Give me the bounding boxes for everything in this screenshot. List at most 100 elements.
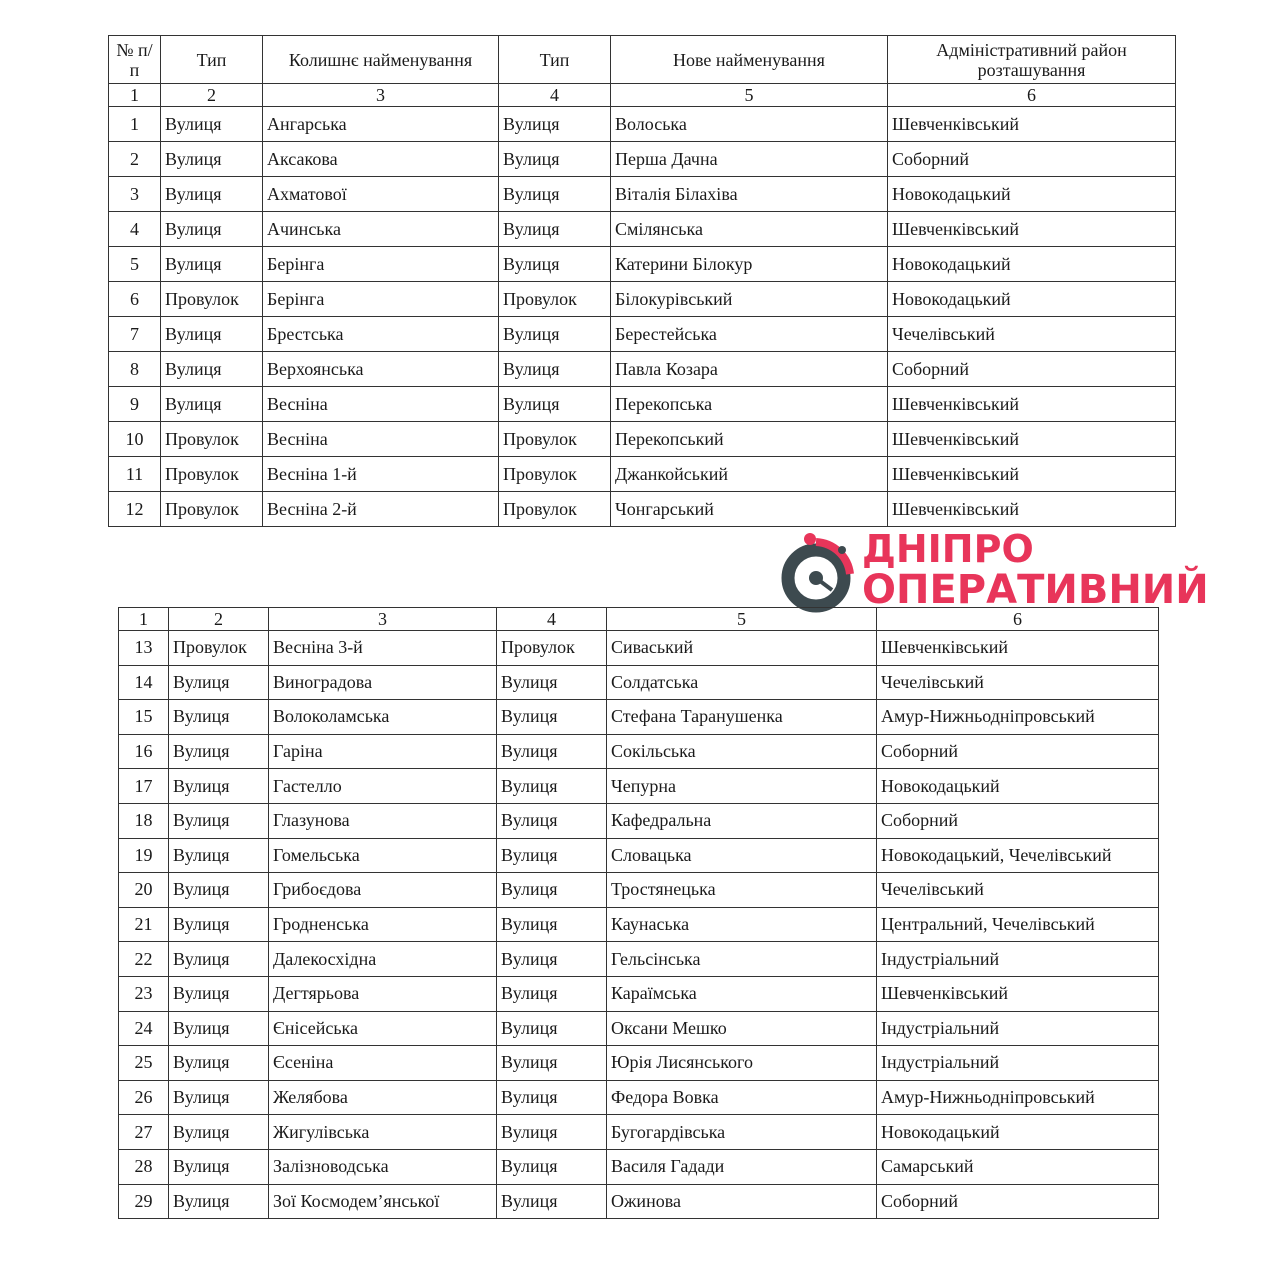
- col-num: 3: [268, 607, 497, 631]
- cell-district: Індустріальний: [876, 1010, 1159, 1047]
- cell-district: Соборний: [876, 733, 1159, 770]
- table-row: 10 Провулок Весніна Провулок Перекопський Шев…: [108, 421, 1176, 457]
- cell-old-name: Брестська: [262, 316, 499, 352]
- street-renaming-table-1: № п/п Тип Колишнє найменування Тип Нове …: [108, 35, 1176, 527]
- table-row: 13 Провулок Весніна 3-й Провулок Сиваський Ше…: [118, 630, 1159, 666]
- cell-new-type: Провулок: [498, 421, 611, 457]
- dnipro-operatyvnyi-watermark: ДНІПРО ОПЕРАТИВНИЙ: [780, 530, 1260, 615]
- cell-district: Соборний: [887, 141, 1176, 177]
- cell-old-name: Ангарська: [262, 106, 499, 142]
- cell-new-type: Вулиця: [496, 1183, 607, 1220]
- cell-row-number: 7: [108, 316, 161, 352]
- cell-row-number: 24: [118, 1010, 169, 1047]
- cell-old-name: Берінга: [262, 281, 499, 317]
- cell-new-type: Провулок: [498, 491, 611, 527]
- cell-district: Шевченківський: [887, 491, 1176, 527]
- cell-row-number: 1: [108, 106, 161, 142]
- cell-new-name: Смілянська: [610, 211, 888, 247]
- cell-row-number: 10: [108, 421, 161, 457]
- header-new-name: Нове найменування: [610, 35, 888, 84]
- col-num: 5: [606, 607, 877, 631]
- cell-old-name: Єнісейська: [268, 1010, 497, 1047]
- cell-district: Соборний: [876, 802, 1159, 839]
- cell-row-number: 16: [118, 733, 169, 770]
- table-row: 12 Провулок Весніна 2-й Провулок Чонгарський…: [108, 491, 1176, 527]
- header-old-type: Тип: [160, 35, 263, 84]
- cell-old-type: Вулиця: [160, 211, 263, 247]
- cell-new-name: Бугогардівська: [606, 1114, 877, 1150]
- table-row: 24 Вулиця Єнісейська Вулиця Оксани Мешко Інду…: [118, 1010, 1159, 1047]
- column-number-row: 1 2 3 4 5 6: [118, 607, 1159, 631]
- table-row: 9 Вулиця Весніна Вулиця Перекопська Шевченків…: [108, 386, 1176, 422]
- cell-new-type: Вулиця: [498, 211, 611, 247]
- cell-old-type: Провулок: [160, 421, 263, 457]
- cell-new-name: Каунаська: [606, 906, 877, 943]
- header-number: № п/п: [108, 35, 161, 84]
- table-row: 29 Вулиця Зої Космодем’янської Вулиця Ожинов…: [118, 1183, 1159, 1220]
- cell-new-name: Тростянецька: [606, 872, 877, 908]
- table-row: 7 Вулиця Брестська Вулиця Берестейська Чечелі…: [108, 316, 1176, 352]
- cell-old-type: Вулиця: [168, 1079, 269, 1116]
- cell-new-name: Стефана Таранушенка: [606, 699, 877, 735]
- header-district: Адміністративний район розташування: [887, 35, 1176, 84]
- cell-old-type: Вулиця: [168, 664, 269, 701]
- table-row: 11 Провулок Весніна 1-й Провулок Джанкойськи…: [108, 456, 1176, 492]
- cell-new-name: Василя Гадади: [606, 1148, 877, 1185]
- cell-new-type: Вулиця: [496, 872, 607, 908]
- cell-new-type: Вулиця: [496, 1010, 607, 1047]
- cell-old-type: Вулиця: [160, 246, 263, 282]
- cell-new-name: Кафедральна: [606, 802, 877, 839]
- cell-row-number: 5: [108, 246, 161, 282]
- table-row: 15 Вулиця Волоколамська Вулиця Стефана Таран…: [118, 699, 1159, 735]
- table-row: 28 Вулиця Залізноводська Вулиця Василя Гадад…: [118, 1148, 1159, 1185]
- cell-district: Самарський: [876, 1148, 1159, 1185]
- header-old-name: Колишнє найменування: [262, 35, 499, 84]
- cell-district: Новокодацький: [887, 176, 1176, 212]
- table-row: 8 Вулиця Верхоянська Вулиця Павла Козара Собо…: [108, 351, 1176, 387]
- cell-old-type: Провулок: [160, 281, 263, 317]
- table-row: 3 Вулиця Ахматової Вулиця Віталія Білахіва Но…: [108, 176, 1176, 212]
- cell-new-name: Юрія Лисянського: [606, 1045, 877, 1081]
- cell-new-type: Вулиця: [496, 1114, 607, 1150]
- column-number-row: 1 2 3 4 5 6: [108, 83, 1176, 107]
- cell-new-type: Вулиця: [496, 906, 607, 943]
- cell-old-name: Волоколамська: [268, 699, 497, 735]
- cell-old-name: Грибоєдова: [268, 872, 497, 908]
- table-row: 5 Вулиця Берінга Вулиця Катерини Білокур Ново…: [108, 246, 1176, 282]
- cell-old-name: Ахматової: [262, 176, 499, 212]
- cell-old-type: Вулиця: [160, 141, 263, 177]
- cell-old-name: Гаріна: [268, 733, 497, 770]
- cell-new-name: Гельсінська: [606, 941, 877, 977]
- cell-row-number: 8: [108, 351, 161, 387]
- cell-old-type: Вулиця: [168, 941, 269, 977]
- col-num: 2: [160, 83, 263, 107]
- col-num: 2: [168, 607, 269, 631]
- cell-old-type: Вулиця: [168, 1148, 269, 1185]
- cell-new-name: Віталія Білахіва: [610, 176, 888, 212]
- cell-old-type: Вулиця: [168, 768, 269, 804]
- cell-row-number: 13: [118, 630, 169, 666]
- cell-district: Чечелівський: [876, 664, 1159, 701]
- col-num: 3: [262, 83, 499, 107]
- cell-old-type: Провулок: [160, 491, 263, 527]
- cell-new-type: Вулиця: [498, 106, 611, 142]
- cell-row-number: 25: [118, 1045, 169, 1081]
- cell-new-type: Вулиця: [496, 837, 607, 874]
- cell-new-name: Берестейська: [610, 316, 888, 352]
- table-row: 25 Вулиця Єсеніна Вулиця Юрія Лисянського Інд…: [118, 1045, 1159, 1081]
- cell-district: Соборний: [876, 1183, 1159, 1220]
- cell-new-name: Словацька: [606, 837, 877, 874]
- cell-new-name: Ожинова: [606, 1183, 877, 1220]
- cell-old-type: Вулиця: [160, 316, 263, 352]
- cell-new-type: Вулиця: [496, 1148, 607, 1185]
- cell-new-type: Вулиця: [496, 802, 607, 839]
- table-row: 18 Вулиця Глазунова Вулиця Кафедральна Соборн…: [118, 802, 1159, 839]
- cell-old-type: Вулиця: [168, 1114, 269, 1150]
- cell-new-name: Катерини Білокур: [610, 246, 888, 282]
- cell-new-type: Вулиця: [498, 316, 611, 352]
- cell-old-name: Залізноводська: [268, 1148, 497, 1185]
- cell-new-name: Павла Козара: [610, 351, 888, 387]
- table-row: 2 Вулиця Аксакова Вулиця Перша Дачна Соборний: [108, 141, 1176, 177]
- cell-new-name: Сиваський: [606, 630, 877, 666]
- cell-old-name: Єсеніна: [268, 1045, 497, 1081]
